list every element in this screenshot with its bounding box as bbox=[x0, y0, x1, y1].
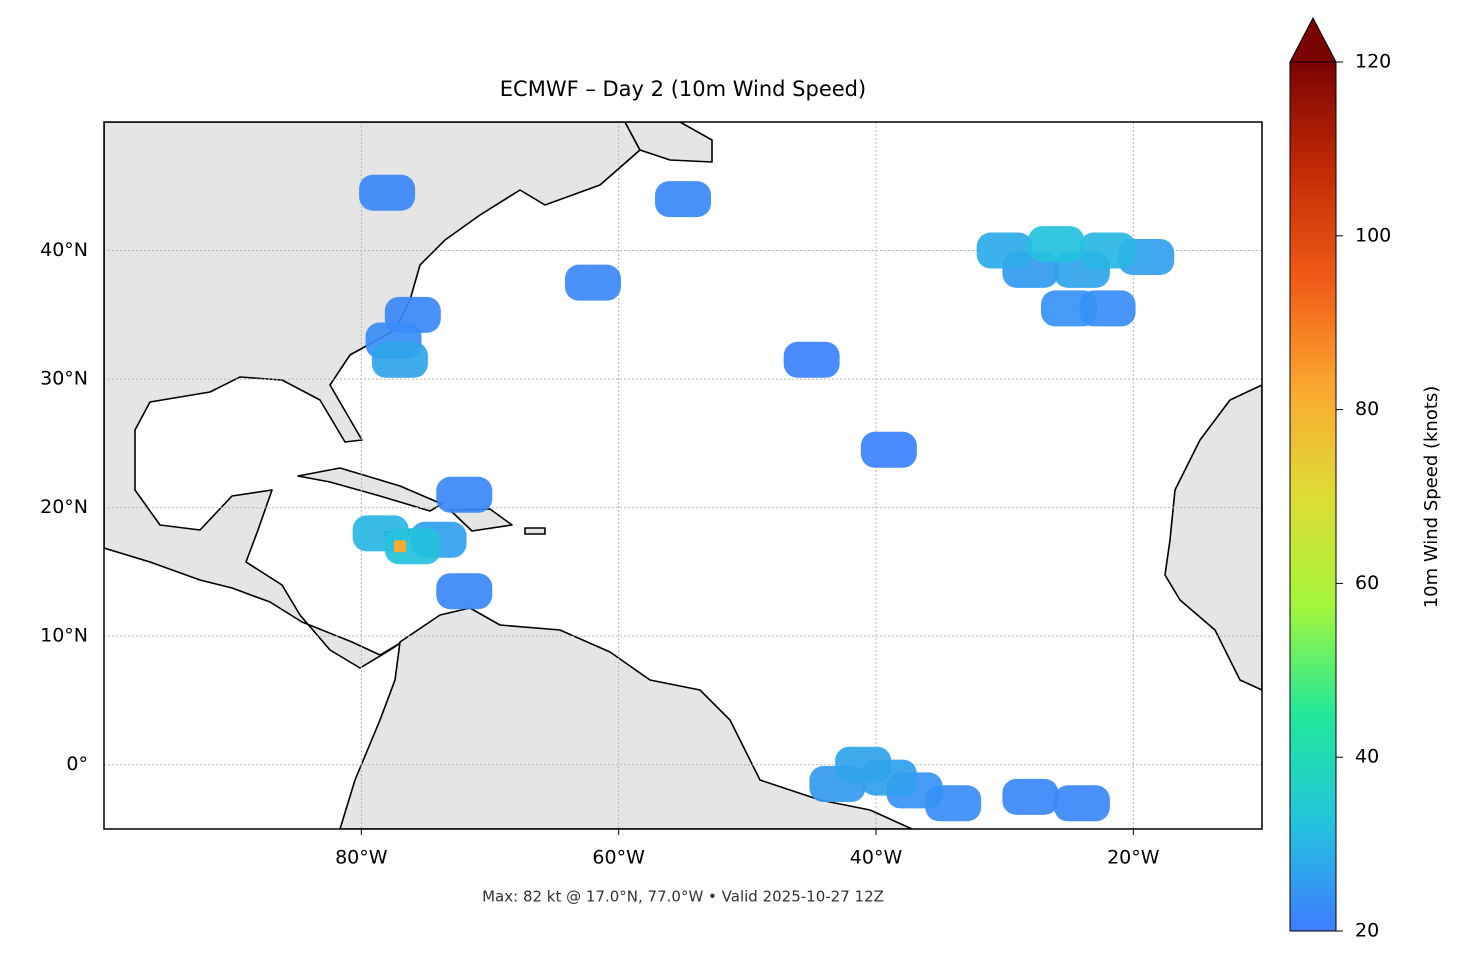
wind-cell bbox=[860, 431, 917, 468]
x-tick-label: 80°W bbox=[335, 847, 388, 869]
x-tick-label: 20°W bbox=[1107, 847, 1160, 869]
x-tick-label: 40°W bbox=[850, 847, 903, 869]
wind-cell bbox=[783, 341, 840, 378]
colorbar bbox=[1289, 61, 1337, 932]
colorbar-tick-label: 80 bbox=[1355, 398, 1379, 420]
colorbar-tick-label: 40 bbox=[1355, 746, 1379, 768]
africa bbox=[1164, 384, 1262, 691]
wind-cell bbox=[371, 341, 428, 378]
wind-cell bbox=[976, 232, 1033, 269]
land bbox=[104, 122, 1262, 829]
north-america bbox=[104, 122, 641, 669]
wind-cell bbox=[1028, 226, 1085, 263]
south-america bbox=[339, 607, 913, 829]
cuba bbox=[297, 467, 443, 512]
colorbar-tick-label: 20 bbox=[1355, 920, 1379, 942]
puerto-rico bbox=[524, 527, 546, 535]
wind-cell bbox=[436, 573, 493, 610]
wind-cell bbox=[436, 476, 493, 513]
y-tick-label: 0° bbox=[66, 753, 88, 775]
y-tick-label: 20°N bbox=[40, 496, 88, 518]
footer: Max: 82 kt @ 17.0°N, 77.0°W • Valid 2025… bbox=[482, 888, 884, 906]
y-tick-label: 10°N bbox=[40, 625, 88, 647]
colorbar-tick-label: 120 bbox=[1355, 51, 1391, 73]
y-tick-label: 40°N bbox=[40, 239, 88, 261]
colorbar-extend bbox=[1289, 16, 1337, 63]
wind-cell bbox=[1079, 232, 1136, 269]
colorbar-tick-label: 100 bbox=[1355, 224, 1391, 246]
y-tick-label: 30°N bbox=[40, 368, 88, 390]
plot-frame bbox=[103, 121, 1263, 830]
wind-cell bbox=[1002, 778, 1059, 815]
wind-cell bbox=[1041, 290, 1097, 327]
grid bbox=[104, 122, 1262, 829]
wind-cell bbox=[359, 174, 416, 211]
wind-cell bbox=[564, 264, 621, 301]
x-tick-label: 60°W bbox=[592, 847, 645, 869]
wind-cell bbox=[835, 746, 892, 783]
colorbar-label: 10m Wind Speed (knots) bbox=[1421, 386, 1442, 609]
newfoundland bbox=[624, 122, 713, 163]
chart-title: ECMWF – Day 2 (10m Wind Speed) bbox=[500, 77, 866, 101]
wind-field bbox=[352, 174, 1175, 822]
wind-cell bbox=[384, 528, 441, 565]
wind-cell bbox=[393, 540, 406, 553]
colorbar-tick-label: 60 bbox=[1355, 572, 1379, 594]
wind-cell bbox=[655, 181, 711, 218]
wind-cell bbox=[1053, 785, 1110, 822]
